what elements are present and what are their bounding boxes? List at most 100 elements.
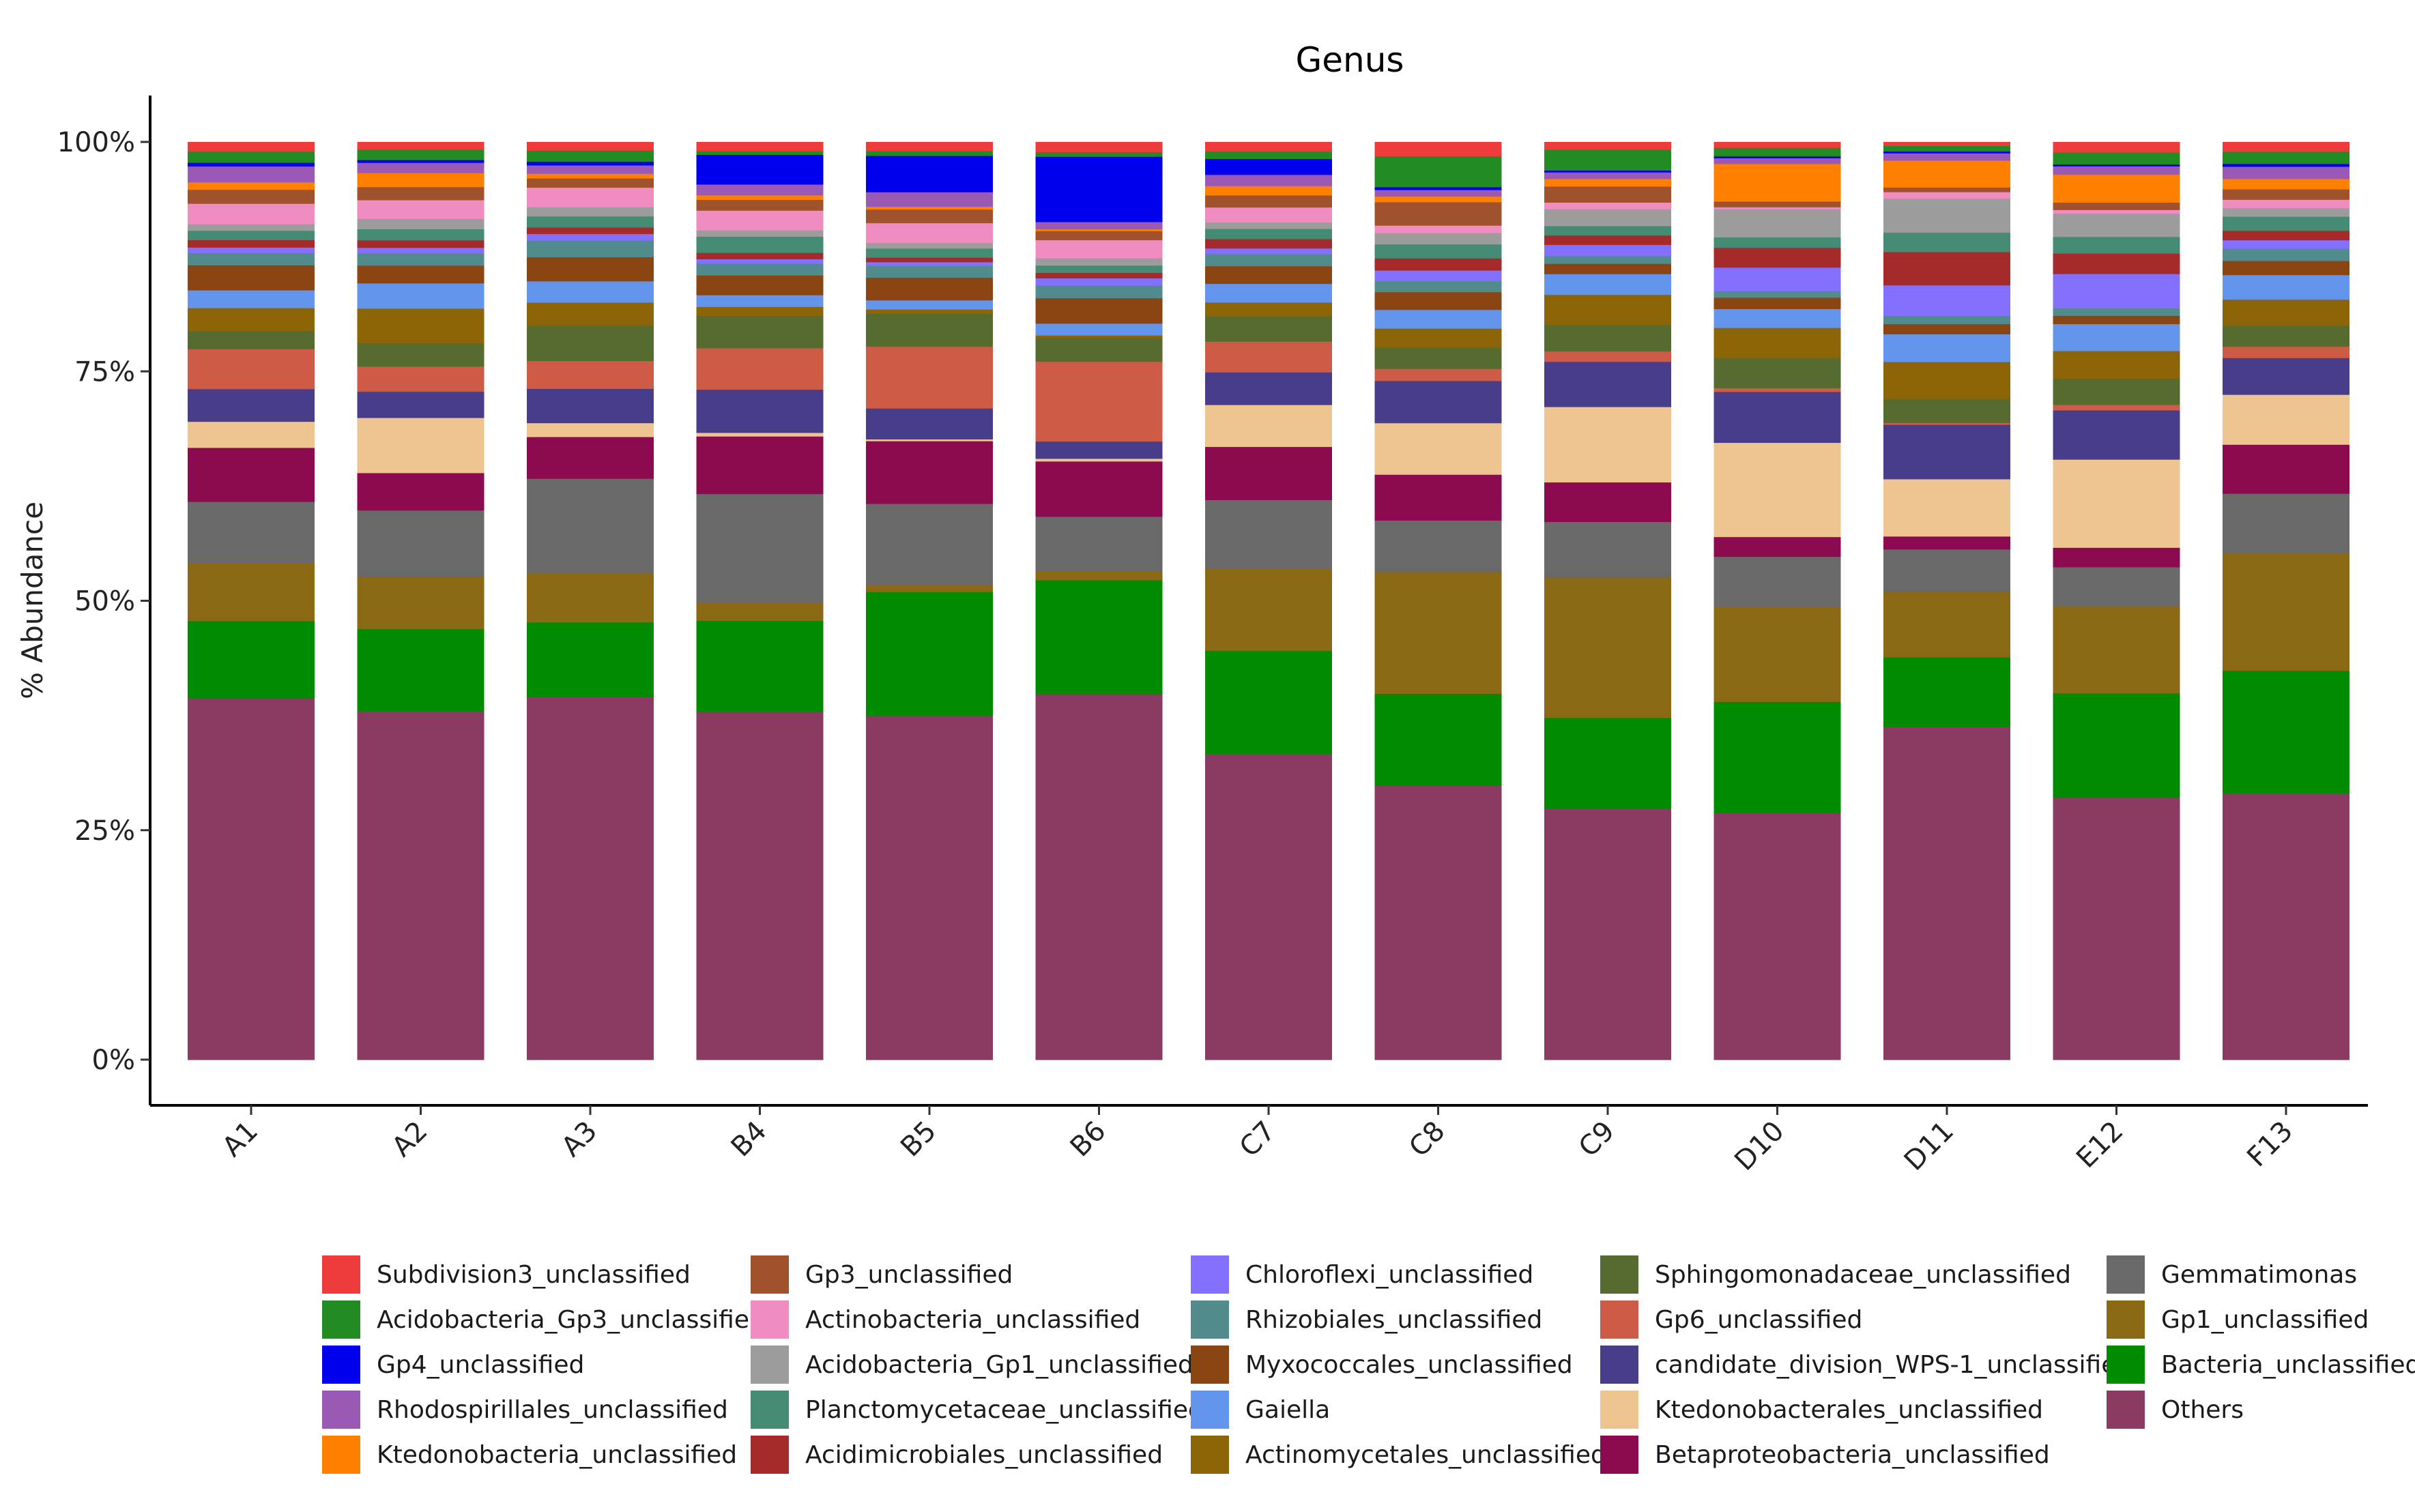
- bar-segment: [1035, 278, 1163, 286]
- legend-swatch: [1191, 1346, 1229, 1384]
- bar-segment: [1713, 237, 1841, 248]
- bar-segment: [1035, 458, 1163, 462]
- bar-segment: [696, 436, 824, 495]
- x-tick-label: D11: [1898, 1116, 1960, 1177]
- bar-segment: [2223, 178, 2349, 190]
- bar-segment: [1883, 536, 2010, 550]
- bar-segment: [2223, 151, 2349, 164]
- bar-segment: [1713, 701, 1841, 813]
- legend-swatch: [1600, 1391, 1638, 1429]
- bar-segment: [2053, 142, 2180, 153]
- bar-segment: [696, 711, 824, 1060]
- bar-segment: [1205, 650, 1332, 755]
- bar-segment: [696, 432, 824, 437]
- legend-item: Gp6_unclassified: [1600, 1300, 1862, 1339]
- bar-stack-A2: [357, 142, 485, 1060]
- legend-item: Bacteria_unclassified: [2107, 1346, 2415, 1384]
- bar-stack-C8: [1374, 142, 1502, 1060]
- legend-swatch: [322, 1436, 360, 1474]
- bar-segment: [527, 177, 654, 188]
- legend-label: Acidobacteria_Gp1_unclassified: [805, 1351, 1194, 1379]
- legend-label: Gp1_unclassified: [2161, 1306, 2369, 1334]
- bar-segment: [1374, 280, 1502, 293]
- bar-segment: [1544, 209, 1671, 227]
- legend-item: Rhodospirillales_unclassified: [322, 1391, 728, 1429]
- bar-stack-F13: [2223, 142, 2349, 1060]
- legend-label: Bacteria_unclassified: [2161, 1351, 2415, 1379]
- bar-segment: [1883, 160, 2010, 188]
- bar-segment: [1035, 335, 1163, 338]
- bar-segment: [1035, 221, 1163, 230]
- bar-segment: [2223, 230, 2349, 241]
- bar-segment: [1713, 142, 1841, 148]
- bar-segment: [1544, 407, 1671, 483]
- bar-segment: [188, 388, 315, 422]
- bar-segment: [696, 275, 824, 295]
- bar-segment: [2053, 209, 2180, 214]
- legend-item: Gp3_unclassified: [751, 1255, 1013, 1294]
- bar-segment: [1883, 315, 2010, 325]
- bar-segment: [1035, 239, 1163, 259]
- bar-segment: [357, 162, 485, 173]
- bar-segment: [527, 216, 654, 228]
- bar-segment: [1035, 229, 1163, 231]
- bar-segment: [357, 149, 485, 160]
- bar-segment: [696, 620, 824, 712]
- bar-segment: [527, 478, 654, 574]
- bar-segment: [188, 142, 315, 152]
- bar-segment: [188, 224, 315, 231]
- bar-segment: [1205, 302, 1332, 317]
- bar-segment: [1713, 207, 1841, 209]
- bar-segment: [1544, 274, 1671, 295]
- legend-item: Acidobacteria_Gp3_unclassified: [322, 1300, 765, 1339]
- bar-segment: [527, 280, 654, 303]
- bar-segment: [357, 199, 485, 219]
- bar-segment: [1544, 482, 1671, 523]
- x-tick-label: E12: [2070, 1116, 2129, 1174]
- bar-segment: [357, 142, 485, 150]
- bar-segment: [1374, 380, 1502, 424]
- bar-segment: [2053, 151, 2180, 165]
- bar-segment: [1713, 813, 1841, 1060]
- legend-swatch: [2107, 1391, 2145, 1429]
- bar-segment: [188, 203, 315, 224]
- bar-segment: [1035, 579, 1163, 695]
- legend-label: Ktedonobacteria_unclassified: [377, 1441, 737, 1469]
- bar-segment: [188, 620, 315, 699]
- bar-segment: [357, 229, 485, 241]
- bar-segment: [1713, 209, 1841, 238]
- bar-segment: [1205, 253, 1332, 267]
- bar-segment: [1205, 194, 1332, 208]
- bar-segment: [1544, 717, 1671, 809]
- bar-segment: [1544, 521, 1671, 578]
- bar-segment: [2223, 239, 2349, 249]
- bar-segment: [866, 206, 993, 210]
- bar-segment: [1205, 207, 1332, 223]
- bar-segment: [1883, 334, 2010, 362]
- x-tick-label: C7: [1234, 1116, 1282, 1163]
- bar-segment: [357, 343, 485, 367]
- bar-stack-D11: [1883, 142, 2010, 1060]
- bar-stack-E12: [2053, 142, 2180, 1060]
- x-tick-label: A1: [216, 1116, 264, 1163]
- legend-label: Planctomycetaceae_unclassified: [805, 1396, 1204, 1424]
- bar-segment: [1544, 225, 1671, 236]
- bar-segment: [1374, 196, 1502, 203]
- bar-segment: [527, 437, 654, 479]
- bar-segment: [1883, 657, 2010, 727]
- bar-stack-B5: [866, 142, 993, 1060]
- bar-segment: [696, 210, 824, 231]
- bar-segment: [188, 230, 315, 240]
- y-tick-label: 75%: [74, 356, 135, 388]
- bar-segment: [527, 187, 654, 207]
- bar-segment: [2223, 358, 2349, 395]
- legend-item: Ktedonobacteria_unclassified: [322, 1436, 737, 1474]
- bar-segment: [188, 698, 315, 1060]
- bar-segment: [866, 346, 993, 409]
- legend-item: Gemmatimonas: [2107, 1255, 2357, 1294]
- bar-segment: [2053, 164, 2180, 166]
- bar-stack-C7: [1205, 142, 1332, 1060]
- bar-segment: [1035, 231, 1163, 241]
- legend-swatch: [322, 1346, 360, 1384]
- bar-segment: [2223, 216, 2349, 231]
